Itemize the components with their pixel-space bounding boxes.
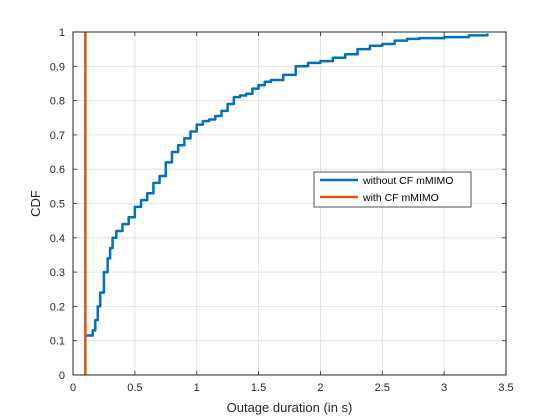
x-tick-labels: 0 0.5 1 1.5 2 2.5 3 3.5 <box>70 382 514 394</box>
x-tick-label: 1.5 <box>251 382 266 394</box>
y-tick-label: 0.7 <box>50 130 65 142</box>
y-tick-labels: 0 0.1 0.2 0.3 0.4 0.5 0.6 0.7 0.8 0.9 1 <box>50 27 65 382</box>
y-tick-label: 0.5 <box>50 199 65 211</box>
legend: without CF mMIMO with CF mMIMO <box>313 171 472 208</box>
y-tick-label: 0 <box>59 370 65 382</box>
y-tick-label: 0.4 <box>50 233 65 245</box>
x-tick-label: 2.5 <box>375 382 390 394</box>
y-tick-label: 0.9 <box>50 61 65 73</box>
y-axis-label: CDF <box>28 190 43 217</box>
axis-ticks <box>72 31 507 376</box>
y-tick-label: 0.3 <box>50 267 65 279</box>
x-tick-label: 2 <box>317 382 323 394</box>
y-tick-label: 0.2 <box>50 301 65 313</box>
legend-label-without-cf-mmimo: without CF mMIMO <box>362 175 453 187</box>
x-tick-label: 0 <box>70 382 76 394</box>
y-tick-label: 0.6 <box>50 164 65 176</box>
x-axis-label: Outage duration (in s) <box>227 400 353 415</box>
x-tick-label: 3 <box>441 382 447 394</box>
x-tick-label: 1 <box>194 382 200 394</box>
x-tick-label: 3.5 <box>498 382 513 394</box>
legend-box <box>313 171 472 208</box>
legend-label-with-cf-mmimo: with CF mMIMO <box>362 192 439 204</box>
y-tick-label: 0.8 <box>50 96 65 108</box>
x-tick-label: 0.5 <box>127 382 142 394</box>
series-layer <box>84 32 489 375</box>
y-tick-label: 1 <box>59 27 65 39</box>
series-line-without-cf-mmimo <box>85 33 489 337</box>
y-tick-label: 0.1 <box>50 336 65 348</box>
